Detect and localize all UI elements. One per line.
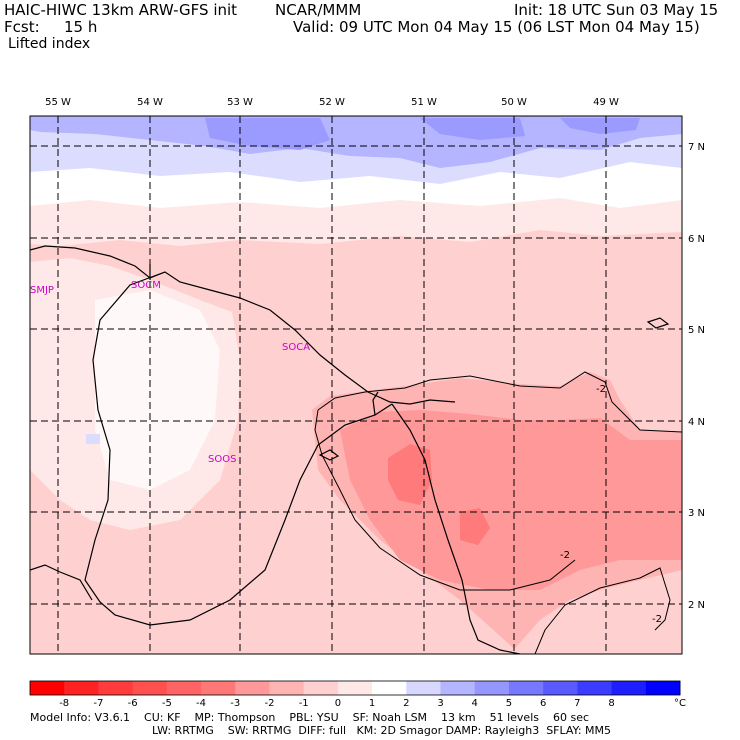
lat-label: 6 N (688, 234, 705, 245)
colorbar-cells (30, 681, 681, 695)
colorbar-label: 1 (369, 698, 375, 708)
colorbar-cell (269, 681, 305, 695)
colorbar-cell (611, 681, 647, 695)
colorbar-label: 7 (574, 698, 580, 708)
colorbar-cell (132, 681, 168, 695)
colorbar-cell (406, 681, 442, 695)
lon-label: 53 W (227, 97, 253, 108)
lat-label: 2 N (688, 600, 705, 611)
contour-label: -2 (596, 384, 606, 395)
lat-label: 3 N (688, 508, 705, 519)
field-coast-pink (30, 520, 420, 654)
contour-label: -2 (652, 614, 662, 625)
colorbar-cell (30, 681, 65, 695)
lon-label: 49 W (593, 97, 619, 108)
colorbar-label: 6 (540, 698, 546, 708)
colorbar-cell (235, 681, 270, 695)
colorbar-cell (98, 681, 134, 695)
colorbar-label: 0 (335, 698, 341, 708)
station-soca: SOCA (282, 342, 310, 353)
colorbar-cell (645, 681, 681, 695)
colorbar-label: 5 (506, 698, 512, 708)
station-socm: SOCM (131, 280, 161, 291)
field-southeast-light (510, 570, 682, 654)
colorbar-label: -6 (128, 698, 138, 708)
colorbar-label: 2 (403, 698, 409, 708)
colorbar-label: 8 (608, 698, 614, 708)
colorbar-cell (372, 681, 407, 695)
colorbar-cell (337, 681, 373, 695)
colorbar-label: -4 (196, 698, 206, 708)
model-info-line-2: LW: RRTMG SW: RRTMG DIFF: full KM: 2D Sm… (152, 724, 612, 737)
init-time: Init: 18 UTC Sun 03 May 15 (514, 1, 719, 19)
colorbar-label: -8 (59, 698, 69, 708)
colorbar: -8 -7 -6 -5 -4 -3 -2 -1 0 1 2 3 4 5 6 7 8 °C (29, 680, 686, 708)
colorbar-unit: °C (674, 698, 686, 708)
colorbar-cell (166, 681, 202, 695)
colorbar-cell (508, 681, 544, 695)
latitude-labels: 7 N 6 N 5 N 4 N 3 N 2 N (688, 142, 705, 611)
lat-label: 4 N (688, 417, 705, 428)
model-title: HAIC-HIWC 13km ARW-GFS init (4, 1, 238, 19)
colorbar-label: 3 (437, 698, 443, 708)
contour-label: -2 (560, 550, 570, 561)
colorbar-label: -5 (162, 698, 172, 708)
field-red-core-2 (460, 508, 490, 545)
contour-minus-2 (314, 371, 682, 654)
colorbar-label: -2 (264, 698, 274, 708)
colorbar-cell (577, 681, 613, 695)
organization: NCAR/MMM (275, 1, 362, 19)
station-labels: SMJP SOCM SOCA SOOS (30, 280, 310, 465)
colorbar-cell (440, 681, 476, 695)
field-interior-white-2 (95, 290, 220, 490)
model-info-line-1: Model Info: V3.6.1 CU: KF MP: Thompson P… (30, 711, 590, 724)
contour-labels: -2 -2 -2 (560, 384, 662, 625)
station-smjp: SMJP (30, 285, 54, 296)
forecast-hour: 15 h (64, 18, 98, 36)
station-soos: SOOS (208, 454, 236, 465)
colorbar-label: -3 (230, 698, 240, 708)
lon-label: 55 W (45, 97, 71, 108)
lat-label: 7 N (688, 142, 705, 153)
forecast-label: Fcst: (4, 18, 40, 36)
field-red-core (388, 444, 432, 505)
lon-label: 50 W (501, 97, 527, 108)
lat-label: 5 N (688, 325, 705, 336)
field-blue-speck (86, 434, 100, 444)
field-north-blue-dark-2 (420, 118, 525, 140)
map-frame (29, 115, 683, 655)
lat-lon-grid (30, 116, 682, 654)
colorbar-cell (303, 681, 339, 695)
colorbar-label: -7 (93, 698, 103, 708)
longitude-labels: 55 W 54 W 53 W 52 W 51 W 50 W 49 W (45, 97, 619, 108)
field-north-blue-dark (205, 118, 330, 150)
field-name: Lifted index (8, 36, 91, 52)
colorbar-cell (201, 681, 236, 695)
colorbar-cell (474, 681, 510, 695)
colorbar-cell (64, 681, 99, 695)
lon-label: 52 W (319, 97, 345, 108)
colorbar-labels: -8 -7 -6 -5 -4 -3 -2 -1 0 1 2 3 4 5 6 7 8 (59, 698, 615, 708)
valid-time: Valid: 09 UTC Mon 04 May 15 (06 LST Mon … (293, 18, 700, 36)
colorbar-cell (543, 681, 578, 695)
colorbar-label: -1 (299, 698, 309, 708)
colorbar-label: 4 (472, 698, 478, 708)
field-north-blue-dark-3 (560, 118, 640, 134)
colorbar-frame (29, 680, 681, 696)
lon-label: 54 W (137, 97, 163, 108)
lon-label: 51 W (411, 97, 437, 108)
